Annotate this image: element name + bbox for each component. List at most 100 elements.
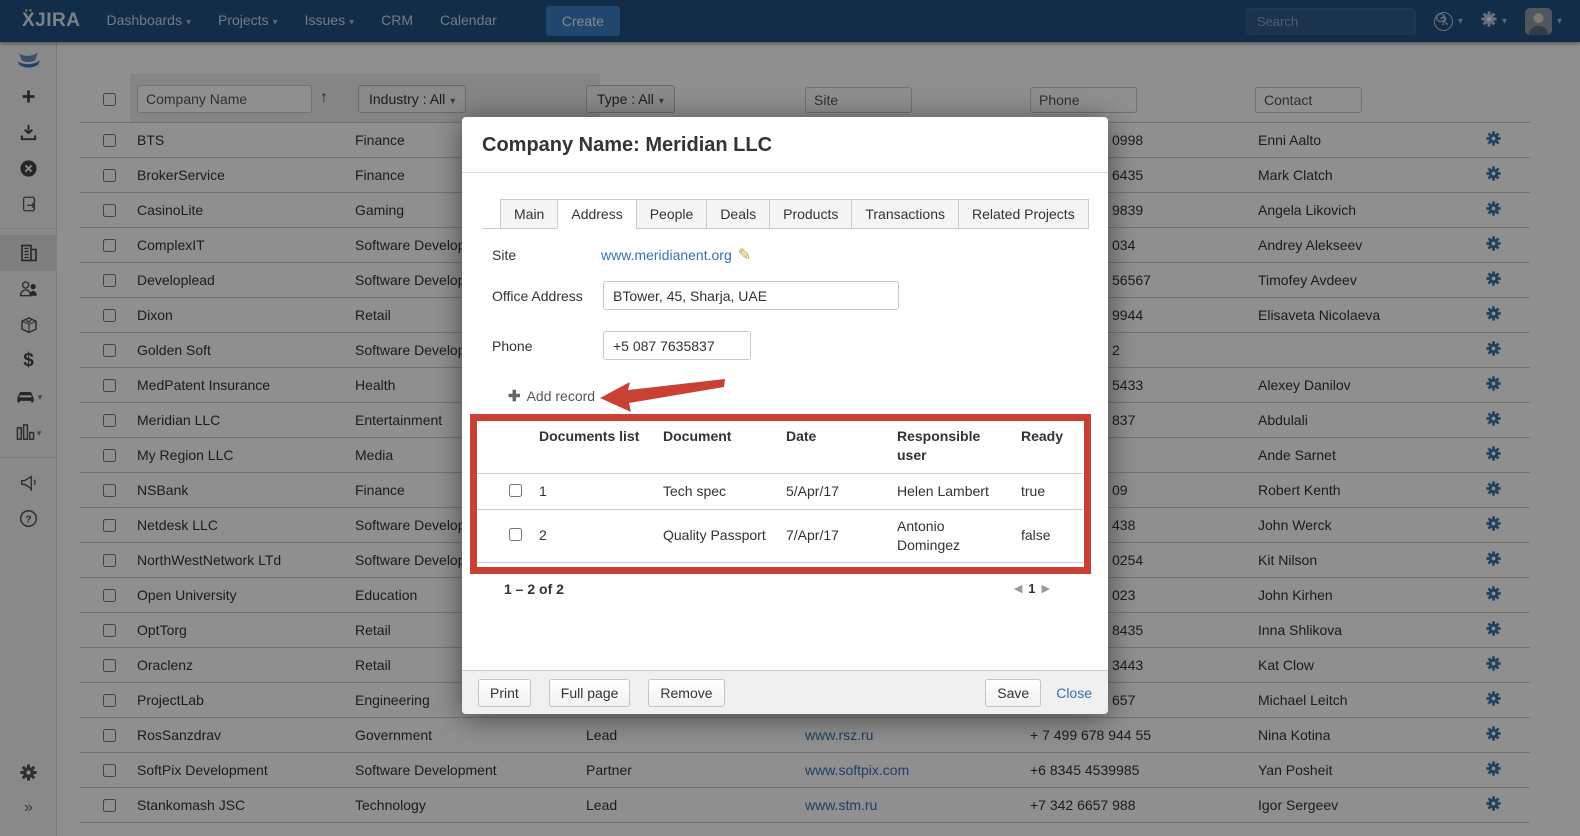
save-button[interactable]: Save [985,678,1042,707]
nav-item-calendar[interactable]: Calendar [440,12,497,28]
table-row[interactable]: Stankomash JSC Technology Lead www.stm.r… [80,788,1530,823]
company-name-cell[interactable]: Meridian LLC [137,412,221,428]
row-checkbox[interactable] [103,798,116,812]
table-row[interactable]: SoftPix Development Software Development… [80,753,1530,788]
row-actions-gear-icon[interactable] [1486,761,1530,779]
crm-logo-icon[interactable] [0,42,57,78]
site-link[interactable]: www.softpix.com [805,762,910,778]
row-checkbox[interactable] [103,518,116,532]
company-name-cell[interactable]: MedPatent Insurance [137,377,271,393]
row-actions-gear-icon[interactable] [1486,236,1530,254]
collapse-icon[interactable]: » [24,799,33,816]
company-name-cell[interactable]: Stankomash JSC [137,797,246,813]
row-checkbox[interactable] [103,763,116,777]
import-icon[interactable] [0,114,57,150]
company-name-cell[interactable]: SoftPix Development [137,762,268,778]
company-name-cell[interactable]: Developlead [137,272,215,288]
pager-prev-icon[interactable]: ◀ [1013,583,1023,595]
user-avatar[interactable]: ▾ [1524,7,1562,35]
reports-icon[interactable]: ▾ [0,415,57,451]
row-checkbox[interactable] [103,168,116,182]
select-all-checkbox[interactable] [103,93,116,106]
help-icon[interactable]: ? ▾ [1433,11,1463,31]
row-checkbox[interactable] [103,413,116,427]
nav-item-crm[interactable]: CRM [381,12,413,28]
print-button[interactable]: Print [478,678,531,707]
company-name-cell[interactable]: RosSanzdrav [137,727,222,743]
document-row[interactable]: 1 Tech spec 5/Apr/17 Helen Lambert true [477,474,1083,510]
row-actions-gear-icon[interactable] [1486,341,1530,359]
row-actions-gear-icon[interactable] [1486,271,1530,289]
create-button[interactable]: Create [545,6,620,36]
row-actions-gear-icon[interactable] [1486,306,1530,324]
row-actions-gear-icon[interactable] [1486,376,1530,394]
phone-filter-input[interactable] [1030,87,1137,113]
row-checkbox[interactable] [103,588,116,602]
row-actions-gear-icon[interactable] [1486,551,1530,569]
company-name-cell[interactable]: ComplexIT [137,237,205,253]
row-actions-gear-icon[interactable] [1486,131,1530,149]
add-icon[interactable] [0,78,57,114]
add-record-link[interactable]: ✚ Add record [508,388,596,405]
row-actions-gear-icon[interactable] [1486,201,1530,219]
row-checkbox[interactable] [103,553,116,567]
close-link[interactable]: Close [1056,684,1092,701]
type-filter-dropdown[interactable]: Type : All ▾ [586,85,675,113]
company-name-cell[interactable]: OptTorg [137,622,187,638]
row-actions-gear-icon[interactable] [1486,586,1530,604]
site-filter-input[interactable] [805,87,912,113]
row-checkbox[interactable] [103,203,116,217]
finance-icon[interactable]: $ [23,350,34,371]
remove-button[interactable]: Remove [648,678,725,707]
table-row[interactable]: ProjectLab Engineering 657 Michael Leitc… [80,683,1530,718]
company-name-cell[interactable]: My Region LLC [137,447,234,463]
company-name-cell[interactable]: NorthWestNetwork LTd [137,552,282,568]
row-actions-gear-icon[interactable] [1486,516,1530,534]
row-actions-gear-icon[interactable] [1486,621,1530,639]
row-checkbox[interactable] [103,623,116,637]
row-checkbox[interactable] [103,378,116,392]
table-row[interactable]: RosSanzdrav Government Lead www.rsz.ru +… [80,718,1530,753]
row-checkbox[interactable] [103,343,116,357]
pager-next-icon[interactable]: ▶ [1041,583,1050,595]
garage-icon[interactable]: ▾ [0,379,57,415]
company-name-cell[interactable]: BTS [137,132,165,148]
contact-filter-input[interactable] [1255,87,1362,113]
document-row-checkbox[interactable] [509,528,522,542]
products-icon[interactable] [0,307,57,343]
cancel-icon[interactable] [0,150,57,186]
tab-products[interactable]: Products [769,199,853,229]
row-checkbox[interactable] [103,273,116,287]
tab-address[interactable]: Address [557,199,637,229]
nav-item-issues[interactable]: Issues ▾ [304,12,355,28]
site-link[interactable]: www.stm.ru [805,797,878,813]
company-name-cell[interactable]: Golden Soft [137,342,211,358]
edit-pencil-icon[interactable]: ✎ [737,247,752,264]
company-name-cell[interactable]: Dixon [137,307,173,323]
row-actions-gear-icon[interactable] [1486,166,1530,184]
document-row[interactable]: 2 Quality Passport 7/Apr/17 Antonio Dominge… [477,510,1083,563]
row-actions-gear-icon[interactable] [1486,726,1530,744]
tab-related-projects[interactable]: Related Projects [957,199,1089,229]
settings-gear-icon[interactable] [0,754,57,790]
tab-transactions[interactable]: Transactions [851,199,959,229]
row-checkbox[interactable] [103,448,116,462]
company-name-cell[interactable]: Oraclenz [137,657,194,673]
export-document-icon[interactable] [0,186,57,222]
company-name-cell[interactable]: NSBank [137,482,189,498]
company-name-cell[interactable]: Netdesk LLC [137,517,218,533]
row-actions-gear-icon[interactable] [1486,446,1530,464]
row-actions-gear-icon[interactable] [1486,691,1530,709]
row-checkbox[interactable] [103,658,116,672]
row-checkbox[interactable] [103,728,116,742]
row-checkbox[interactable] [103,133,116,147]
row-checkbox[interactable] [103,483,116,497]
row-checkbox[interactable] [103,693,116,707]
full-page-button[interactable]: Full page [548,678,631,707]
company-name-cell[interactable]: Open University [137,587,237,603]
row-actions-gear-icon[interactable] [1486,481,1530,499]
company-name-cell[interactable]: CasinoLite [137,202,204,218]
company-name-cell[interactable]: ProjectLab [137,692,204,708]
row-actions-gear-icon[interactable] [1486,796,1530,814]
row-checkbox[interactable] [103,238,116,252]
